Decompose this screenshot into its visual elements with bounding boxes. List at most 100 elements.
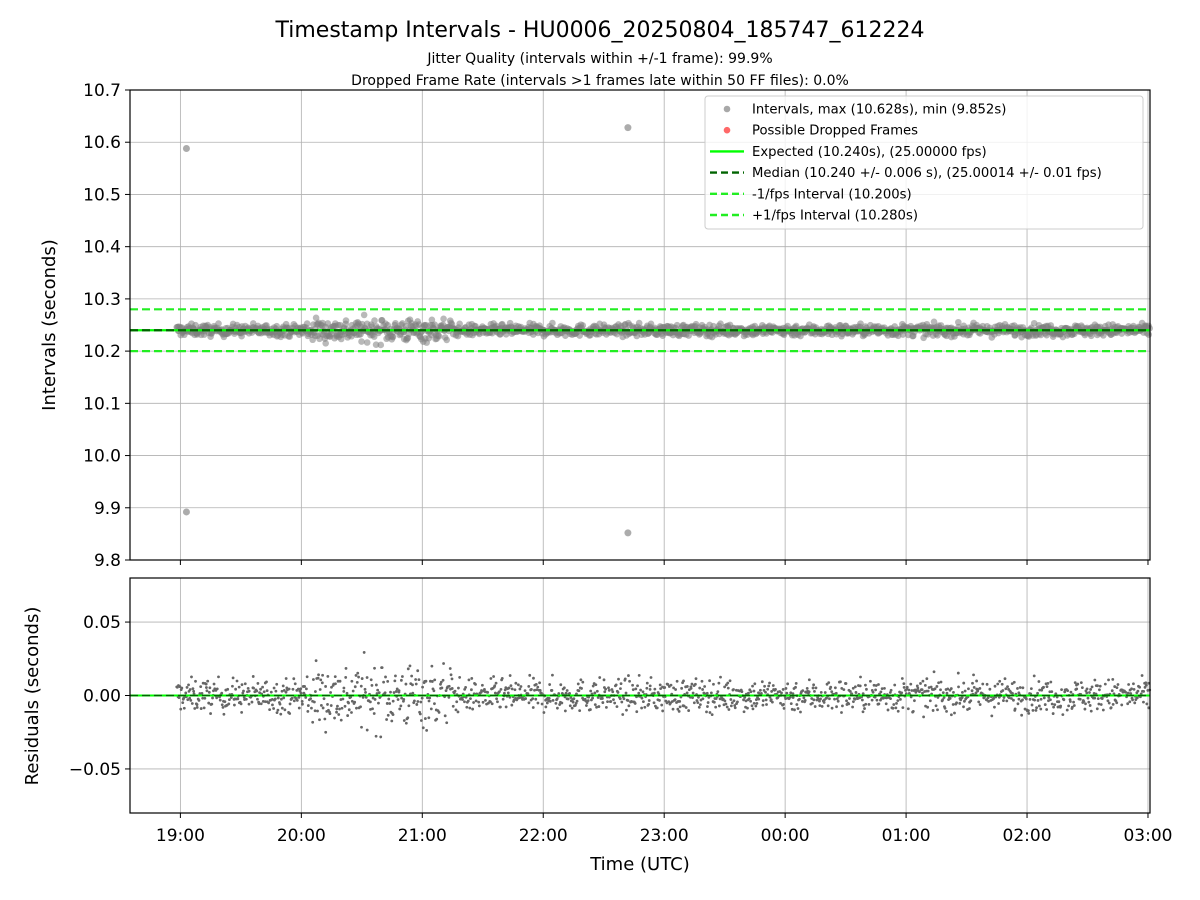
residual-point (729, 704, 733, 708)
residual-point (1045, 685, 1049, 689)
residual-point (717, 681, 721, 685)
residual-point (893, 683, 897, 687)
residual-point (802, 696, 806, 700)
residual-point (395, 687, 399, 691)
residual-point (433, 702, 436, 706)
residual-point (835, 705, 838, 709)
residual-point (957, 685, 960, 689)
residual-point (198, 692, 202, 695)
residual-point (1112, 692, 1116, 696)
residual-point (997, 695, 1001, 699)
residual-point (723, 699, 727, 703)
residual-point (1103, 682, 1107, 686)
residual-point (749, 699, 753, 703)
residual-point (333, 716, 336, 720)
interval-point (389, 333, 397, 341)
residual-point (531, 706, 535, 709)
residual-point (353, 685, 357, 689)
residual-point (676, 707, 680, 711)
residual-point (911, 709, 915, 713)
residual-point (945, 691, 949, 695)
residual-point (789, 702, 793, 706)
residual-point (726, 686, 730, 690)
residual-point (710, 713, 714, 717)
residual-point (1111, 702, 1115, 706)
residual-point (851, 705, 854, 709)
residual-point (179, 707, 183, 711)
residual-point (867, 702, 871, 706)
interval-point (857, 320, 864, 327)
residual-point (562, 686, 566, 690)
residual-point (692, 701, 696, 705)
residual-point (922, 715, 926, 719)
residual-point (514, 681, 518, 685)
residual-point (1109, 706, 1113, 710)
residual-point (674, 688, 677, 691)
residual-point (247, 689, 251, 693)
y-tick-label: 0.05 (83, 613, 121, 633)
residual-point (812, 698, 816, 702)
residual-point (265, 689, 269, 693)
y-tick-label: −0.05 (69, 760, 121, 780)
residual-point (490, 702, 494, 706)
residual-point (344, 666, 348, 670)
reference-lines (130, 308, 1150, 353)
residual-point (310, 706, 313, 710)
residual-point (523, 689, 527, 692)
y-tick-label: 10.0 (83, 447, 121, 467)
residual-point (724, 702, 728, 706)
residual-point (942, 696, 946, 699)
bottom-y-axis-label: Residuals (seconds) (22, 607, 43, 786)
residual-point (320, 681, 324, 685)
residual-point (1024, 697, 1028, 701)
residual-point (440, 686, 444, 690)
residual-point (977, 700, 981, 704)
residual-point (1072, 700, 1075, 704)
residual-point (763, 684, 766, 688)
interval-point (443, 336, 451, 344)
residual-point (574, 701, 578, 705)
residual-point (1036, 699, 1040, 702)
y-tick-label: 10.1 (83, 394, 121, 414)
residual-point (504, 705, 508, 709)
residual-point (365, 728, 369, 732)
residual-point (926, 705, 930, 709)
residual-point (601, 701, 605, 704)
residual-point (430, 664, 434, 668)
residual-point (891, 706, 895, 710)
residual-point (563, 709, 567, 713)
residual-point (217, 675, 220, 679)
residual-point (268, 708, 272, 712)
residual-point (356, 671, 360, 675)
residual-point (834, 691, 838, 695)
residual-point (768, 681, 771, 685)
residual-point (1144, 683, 1148, 687)
residual-point (548, 699, 552, 703)
residual-point (468, 706, 472, 710)
residual-point (463, 700, 466, 704)
interval-point (322, 339, 329, 347)
residual-point (565, 689, 569, 692)
residual-point (1004, 687, 1008, 691)
residual-point (673, 698, 677, 702)
residual-point (803, 699, 807, 702)
residual-point (407, 704, 411, 708)
outlier-point (624, 124, 632, 132)
residual-point (805, 687, 809, 690)
residual-point (658, 699, 661, 702)
residual-point (931, 709, 935, 712)
residual-point (1116, 683, 1120, 686)
residual-point (499, 688, 503, 691)
residual-point (355, 706, 358, 710)
residual-point (597, 705, 601, 708)
residual-point (390, 719, 394, 723)
residual-point (471, 707, 475, 711)
residual-point (218, 698, 222, 702)
bottom-y-ticks: 0.05 0.00 −0.05 (69, 613, 130, 780)
residual-point (354, 674, 358, 677)
x-ticks: 19:00 20:00 21:00 22:00 23:00 00:00 01:00 02:00… (156, 560, 1172, 846)
residual-point (192, 689, 196, 693)
residual-point (988, 687, 992, 691)
residual-point (600, 697, 604, 700)
residual-point (256, 682, 260, 685)
